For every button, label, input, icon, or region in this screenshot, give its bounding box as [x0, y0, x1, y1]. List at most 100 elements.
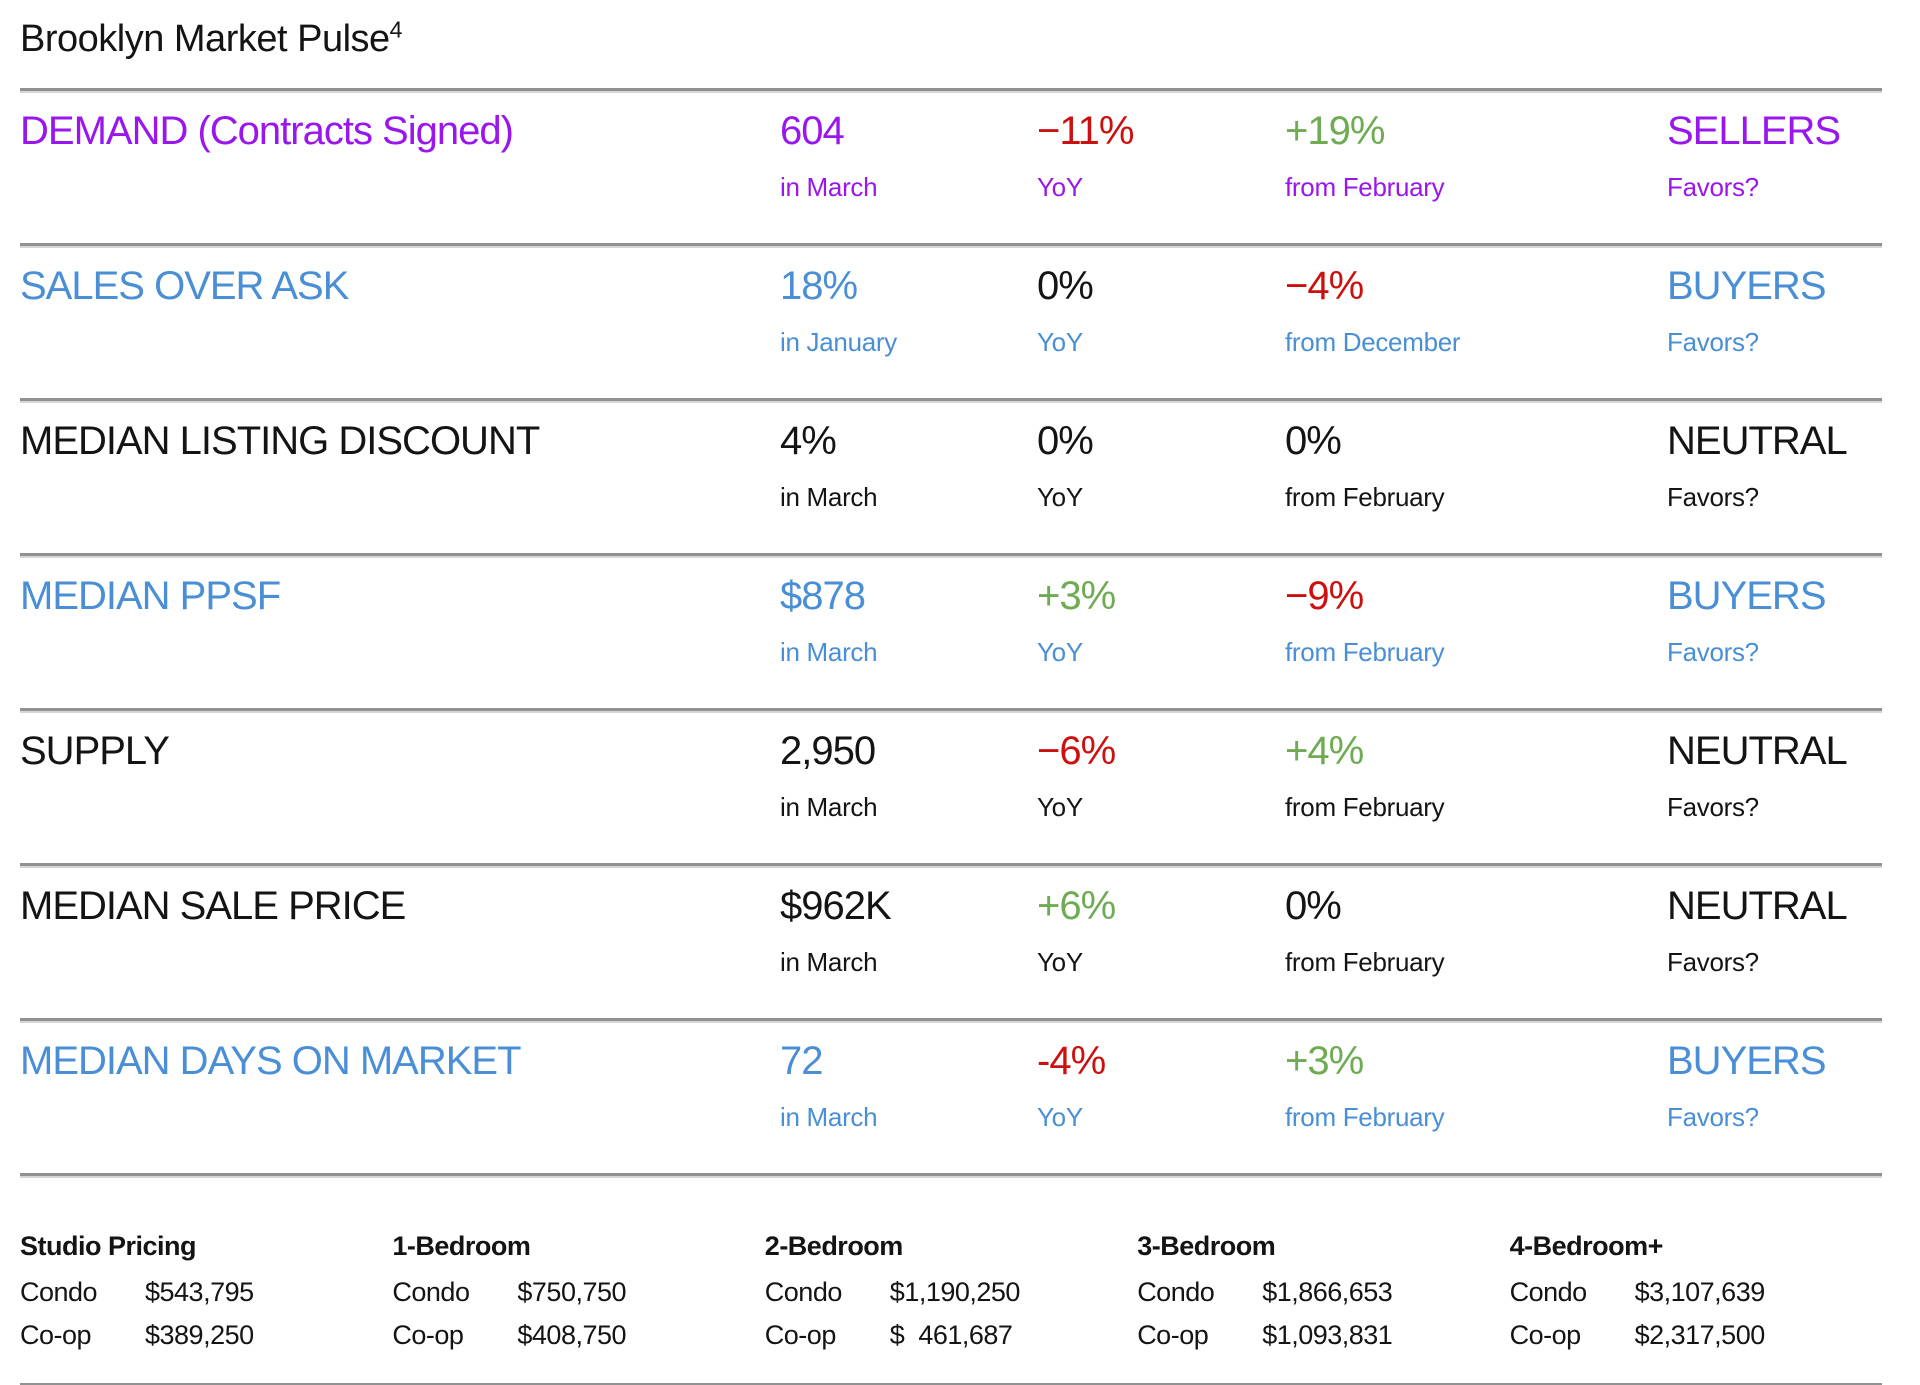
- metric-cell: 0% from February: [1285, 883, 1667, 1018]
- favors-value: BUYERS: [1667, 574, 1827, 618]
- pricing-label: Co-op: [1137, 1320, 1209, 1350]
- metric-label: SALES OVER ASK: [20, 264, 349, 308]
- bedroom-pricing-strip: Studio Pricing Condo $543,795 Co-op $389…: [20, 1230, 1882, 1357]
- metric-value: 4%: [780, 419, 837, 463]
- metric-cell: 4% in March: [780, 418, 1037, 553]
- favors-sublabel: Favors?: [1667, 792, 1759, 822]
- favors-sublabel: Favors?: [1667, 947, 1759, 977]
- pricing-group-2-bedroom: 2-Bedroom Condo $1,190,250 Co-op $ 461,6…: [765, 1230, 1137, 1357]
- metric-label: MEDIAN DAYS ON MARKET: [20, 1039, 522, 1083]
- favors-cell: SELLERS Favors?: [1667, 108, 1882, 243]
- favors-cell: NEUTRAL Favors?: [1667, 728, 1882, 863]
- metric-cell: $962K in March: [780, 883, 1037, 1018]
- metric-value: $878: [780, 574, 866, 618]
- favors-value: BUYERS: [1667, 264, 1827, 308]
- pricing-header: 2-Bedroom: [764, 1231, 904, 1261]
- metric-cell: 0% YoY: [1037, 418, 1285, 553]
- metric-value: 0%: [1037, 264, 1094, 308]
- metric-value: 0%: [1037, 419, 1094, 463]
- metric-cell: +3% from February: [1285, 1038, 1667, 1173]
- favors-cell: BUYERS Favors?: [1667, 573, 1882, 708]
- favors-sublabel: Favors?: [1667, 327, 1759, 357]
- metric-value: +4%: [1285, 729, 1364, 773]
- pricing-line: Co-op $408,750: [392, 1314, 764, 1357]
- pricing-group-3-bedroom: 3-Bedroom Condo $1,866,653 Co-op $1,093,…: [1137, 1230, 1509, 1357]
- pricing-value: $2,317,500: [1634, 1320, 1766, 1350]
- metric-value: −9%: [1285, 574, 1364, 618]
- divider: [20, 243, 1882, 248]
- divider: [20, 88, 1882, 93]
- pricing-value: $750,750: [517, 1277, 627, 1307]
- pricing-value: $1,866,653: [1262, 1277, 1393, 1307]
- metric-row-median-days-on-market: MEDIAN DAYS ON MARKET 72 in March -4% Yo…: [20, 1023, 1882, 1173]
- metric-cell: +6% YoY: [1037, 883, 1285, 1018]
- favors-value: NEUTRAL: [1667, 729, 1848, 773]
- metric-label: MEDIAN PPSF: [20, 574, 281, 618]
- favors-cell: BUYERS Favors?: [1667, 1038, 1882, 1173]
- page-title-footnote: 4: [389, 16, 403, 43]
- metric-cell: 72 in March: [780, 1038, 1037, 1173]
- metric-sublabel: in January: [780, 327, 897, 357]
- divider: [20, 1018, 1882, 1023]
- pricing-line: Condo $1,190,250: [765, 1271, 1137, 1314]
- pricing-line: Co-op $2,317,500: [1510, 1314, 1882, 1357]
- metric-cell: +3% YoY: [1037, 573, 1285, 708]
- divider: [20, 553, 1882, 558]
- metric-cell: −4% from December: [1285, 263, 1667, 398]
- metric-row-sales-over-ask: SALES OVER ASK 18% in January 0% YoY −4%…: [20, 248, 1882, 398]
- pricing-label: Co-op: [1509, 1320, 1582, 1350]
- favors-sublabel: Favors?: [1667, 482, 1759, 512]
- metric-sublabel: in March: [780, 172, 878, 202]
- favors-value: BUYERS: [1667, 1039, 1827, 1083]
- favors-cell: BUYERS Favors?: [1667, 263, 1882, 398]
- favors-value: SELLERS: [1667, 109, 1841, 153]
- divider: [20, 863, 1882, 868]
- pricing-line: Condo $1,866,653: [1137, 1271, 1509, 1314]
- metric-cell: −11% YoY: [1037, 108, 1285, 243]
- metric-value: -4%: [1037, 1039, 1106, 1083]
- favors-value: NEUTRAL: [1667, 419, 1848, 463]
- favors-cell: NEUTRAL Favors?: [1667, 418, 1882, 553]
- pricing-group-1-bedroom: 1-Bedroom Condo $750,750 Co-op $408,750: [392, 1230, 764, 1357]
- metric-sublabel: YoY: [1037, 1102, 1083, 1132]
- metric-row-median-ppsf: MEDIAN PPSF $878 in March +3% YoY −9% fr…: [20, 558, 1882, 708]
- pricing-label: Condo: [764, 1277, 843, 1307]
- metric-label: DEMAND (Contracts Signed): [20, 109, 514, 153]
- page-title-text: Brooklyn Market Pulse: [20, 18, 390, 60]
- metric-sublabel: in March: [780, 482, 878, 512]
- metric-sublabel: from December: [1285, 327, 1461, 357]
- pricing-value: $1,190,250: [889, 1277, 1021, 1307]
- pricing-value: $ 461,687: [889, 1320, 1013, 1350]
- metric-row-supply: SUPPLY 2,950 in March −6% YoY +4% from F…: [20, 713, 1882, 863]
- metric-cell: -4% YoY: [1037, 1038, 1285, 1173]
- metric-sublabel: YoY: [1037, 327, 1083, 357]
- metric-sublabel: from February: [1285, 482, 1445, 512]
- pricing-header: Studio Pricing: [20, 1231, 197, 1261]
- pricing-line: Co-op $389,250: [20, 1314, 392, 1357]
- metric-row-median-listing-discount: MEDIAN LISTING DISCOUNT 4% in March 0% Y…: [20, 403, 1882, 553]
- pricing-value: $408,750: [517, 1320, 627, 1350]
- metric-value: −4%: [1285, 264, 1364, 308]
- metric-label: MEDIAN LISTING DISCOUNT: [20, 419, 540, 463]
- metric-sublabel: from February: [1285, 947, 1445, 977]
- favors-sublabel: Favors?: [1667, 637, 1759, 667]
- metric-sublabel: YoY: [1037, 637, 1083, 667]
- metric-value: $962K: [780, 884, 892, 928]
- pricing-group-studio: Studio Pricing Condo $543,795 Co-op $389…: [20, 1230, 392, 1357]
- metric-value: 72: [780, 1039, 824, 1083]
- metric-sublabel: YoY: [1037, 947, 1083, 977]
- metric-cell: −9% from February: [1285, 573, 1667, 708]
- favors-sublabel: Favors?: [1667, 172, 1759, 202]
- favors-sublabel: Favors?: [1667, 1102, 1759, 1132]
- metric-cell: 604 in March: [780, 108, 1037, 243]
- metric-sublabel: from February: [1285, 637, 1445, 667]
- divider: [20, 398, 1882, 403]
- metric-label: SUPPLY: [20, 729, 170, 773]
- pricing-label: Condo: [392, 1277, 470, 1307]
- pricing-line: Condo $543,795: [20, 1271, 392, 1314]
- metric-cell: 2,950 in March: [780, 728, 1037, 863]
- metric-value: −11%: [1037, 109, 1134, 153]
- page-title: Brooklyn Market Pulse4: [20, 16, 1882, 62]
- metric-cell: +4% from February: [1285, 728, 1667, 863]
